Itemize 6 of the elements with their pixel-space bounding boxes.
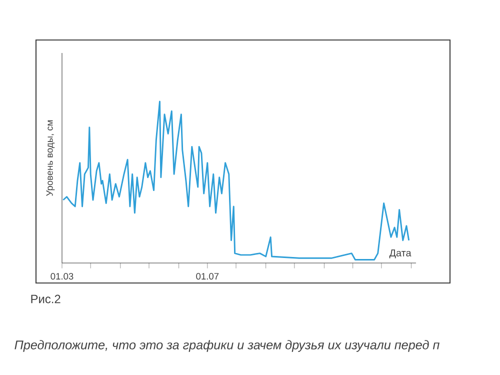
x-tick-label: 01.03 xyxy=(50,273,74,280)
x-axis-title: Дата xyxy=(389,249,412,258)
y-axis-title: Уровень воды, см xyxy=(46,120,55,196)
x-tick-label: 01.07 xyxy=(196,273,219,280)
text: Рис.2 xyxy=(31,294,60,304)
text: Предположите, что это за графики и зачем друзья их изучали перед п xyxy=(14,340,440,352)
